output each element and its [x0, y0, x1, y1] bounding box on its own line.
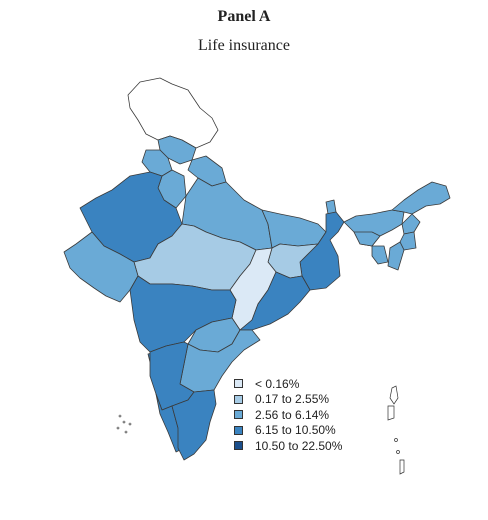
legend-swatch: [234, 441, 243, 451]
legend-item: 0.17 to 2.55%: [234, 392, 342, 408]
region-manipur: [399, 231, 417, 251]
legend-item: 2.56 to 6.14%: [234, 407, 342, 423]
region-arunachal-pradesh: [391, 181, 451, 215]
region-mizoram: [387, 241, 405, 271]
region-meghalaya: [353, 231, 381, 247]
region-odisha: [239, 271, 311, 331]
map-legend: < 0.16% 0.17 to 2.55% 2.56 to 6.14% 6.15…: [234, 376, 342, 454]
legend-item: < 0.16%: [234, 376, 342, 392]
map-subtitle: Life insurance: [198, 37, 290, 54]
map-title: Panel A: [217, 8, 271, 25]
region-andaman-nicobar: [387, 385, 405, 475]
legend-label: < 0.16%: [255, 376, 300, 391]
region-lakshadweep: [116, 414, 132, 434]
region-tripura: [371, 245, 389, 265]
legend-swatch: [234, 379, 243, 389]
legend-swatch: [234, 394, 243, 404]
legend-label: 10.50 to 22.50%: [255, 438, 343, 453]
legend-label: 0.17 to 2.55%: [255, 392, 330, 407]
region-jammu-kashmir: [127, 77, 219, 149]
region-bihar: [261, 209, 327, 249]
legend-swatch: [234, 410, 243, 420]
region-tamil-nadu: [171, 389, 217, 461]
legend-item: 6.15 to 10.50%: [234, 423, 342, 439]
region-uttarakhand: [187, 155, 227, 187]
legend-label: 2.56 to 6.14%: [255, 407, 330, 422]
region-nagaland: [401, 213, 421, 235]
legend-item: 10.50 to 22.50%: [234, 438, 342, 454]
legend-swatch: [234, 425, 243, 435]
legend-label: 6.15 to 10.50%: [255, 423, 336, 438]
